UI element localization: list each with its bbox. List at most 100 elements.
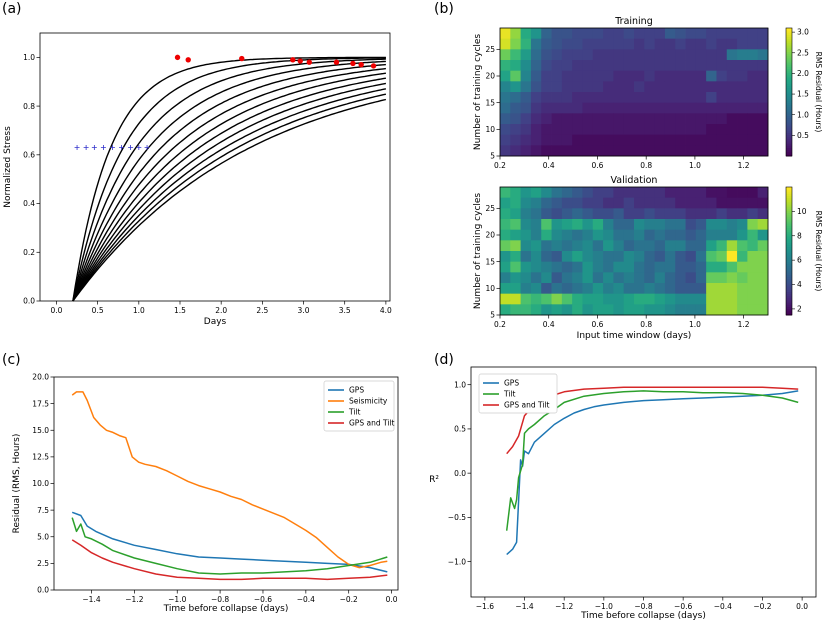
- colorbar-segment: [786, 100, 792, 104]
- heatmap-cell: [551, 187, 563, 199]
- y-tick-label: 5: [490, 152, 495, 161]
- stress-curve: [72, 57, 386, 302]
- colorbar-segment: [786, 221, 792, 224]
- heatmap-cell: [664, 70, 676, 82]
- heatmap-cell: [726, 197, 738, 209]
- heatmap-cell: [685, 293, 697, 305]
- heatmap-cell: [634, 145, 645, 157]
- heatmap-cell: [592, 38, 604, 50]
- heatmap-cell: [603, 81, 614, 93]
- heatmap-cell: [520, 261, 532, 273]
- heatmap-cell: [747, 219, 759, 231]
- x-tick-label: 2.0: [215, 306, 227, 315]
- heatmap-cell: [592, 134, 604, 146]
- x-tick-label: −0.4: [297, 595, 315, 604]
- colorbar-segment: [786, 308, 792, 312]
- colorbar-segment: [786, 66, 792, 70]
- heatmap-cell: [520, 283, 532, 295]
- stress-curve: [72, 82, 387, 302]
- y-tick-label: 0.0: [23, 297, 35, 306]
- heatmap-cell: [654, 240, 666, 252]
- heatmap-cell: [654, 283, 666, 295]
- heatmap-cell: [716, 272, 728, 284]
- heatmap-cell: [603, 197, 614, 209]
- heatmap-cell: [520, 124, 532, 136]
- heatmap-cell: [757, 208, 769, 220]
- colorbar-segment: [786, 223, 792, 226]
- heatmap-cell: [685, 197, 697, 209]
- heatmap-cell: [675, 261, 686, 273]
- stress-curve: [72, 93, 387, 302]
- failure-point: [333, 59, 340, 65]
- heatmap-cell: [603, 229, 614, 241]
- heatmap-cell: [561, 28, 573, 40]
- heatmap-cell: [561, 261, 573, 273]
- colorbar-segment: [786, 195, 792, 199]
- heatmap-cell: [737, 197, 748, 209]
- threshold-marker: [136, 145, 142, 151]
- heatmap-cell: [623, 240, 635, 252]
- heatmap-cell: [634, 49, 645, 61]
- heatmap-cell: [603, 304, 614, 316]
- x-tick-label: 3.0: [298, 306, 310, 315]
- colorbar-tick-label: 2: [797, 305, 802, 314]
- heatmap-cell: [500, 92, 511, 104]
- heatmap-cell: [582, 293, 594, 305]
- heatmap-cell: [634, 208, 645, 220]
- heatmap-cell: [757, 261, 769, 273]
- heatmap-cell: [592, 81, 604, 93]
- heatmap-cell: [510, 283, 522, 295]
- heatmap-cell: [582, 38, 594, 50]
- heatmap-cell: [592, 49, 604, 61]
- heatmap-cell: [747, 92, 759, 104]
- heatmap-cell: [623, 102, 635, 114]
- y-axis-label: R²: [429, 475, 439, 485]
- heatmap-cell: [530, 240, 542, 252]
- heatmap-cell: [634, 187, 645, 199]
- heatmap-cell: [654, 38, 666, 50]
- heatmap-cell: [757, 28, 769, 40]
- x-tick-label: 3.5: [339, 306, 351, 315]
- chart-title: Training: [614, 16, 653, 27]
- colorbar-segment: [786, 128, 792, 131]
- colorbar-segment: [786, 47, 792, 50]
- y-tick-label: 5: [490, 311, 495, 320]
- colorbar-tick-label: 1.5: [797, 90, 809, 99]
- heatmap-cell: [634, 240, 645, 252]
- heatmap-cell: [551, 145, 563, 157]
- heatmap-cell: [603, 70, 614, 82]
- heatmap-cell: [613, 251, 625, 263]
- heatmap-cell: [685, 102, 697, 114]
- heatmap-cell: [551, 304, 563, 316]
- heatmap-cell: [623, 92, 635, 104]
- heatmap-cell: [572, 49, 583, 61]
- legend-box: [323, 380, 395, 432]
- heatmap-cell: [737, 124, 748, 136]
- heatmap-cell: [706, 113, 717, 125]
- heatmap-cell: [500, 113, 511, 125]
- x-axis-label: Time before collapse (days): [163, 604, 289, 614]
- heatmap-cell: [500, 272, 511, 284]
- heatmap-cell: [541, 261, 552, 273]
- heatmap-cell: [757, 102, 769, 114]
- heatmap-cell: [695, 102, 707, 114]
- heatmap-cell: [664, 293, 676, 305]
- heatmap-cell: [510, 293, 522, 305]
- x-tick-label: 0.8: [640, 161, 652, 170]
- panel-label-b: (b): [434, 1, 454, 17]
- heatmap-cell: [613, 187, 625, 199]
- heatmap-cell: [623, 304, 635, 316]
- colorbar-segment: [786, 191, 792, 194]
- heatmap-cell: [685, 229, 697, 241]
- heatmap-cell: [685, 38, 697, 50]
- heatmap-cell: [500, 124, 511, 136]
- heatmap-cell: [510, 60, 522, 72]
- heatmap-cell: [520, 38, 532, 50]
- heatmap-cell: [685, 145, 697, 157]
- colorbar-segment: [786, 98, 792, 102]
- heatmap-cell: [737, 70, 748, 82]
- heatmap-cell: [572, 81, 583, 93]
- heatmap-cell: [520, 229, 532, 241]
- heatmap-cell: [634, 70, 645, 82]
- heatmap-cell: [634, 38, 645, 50]
